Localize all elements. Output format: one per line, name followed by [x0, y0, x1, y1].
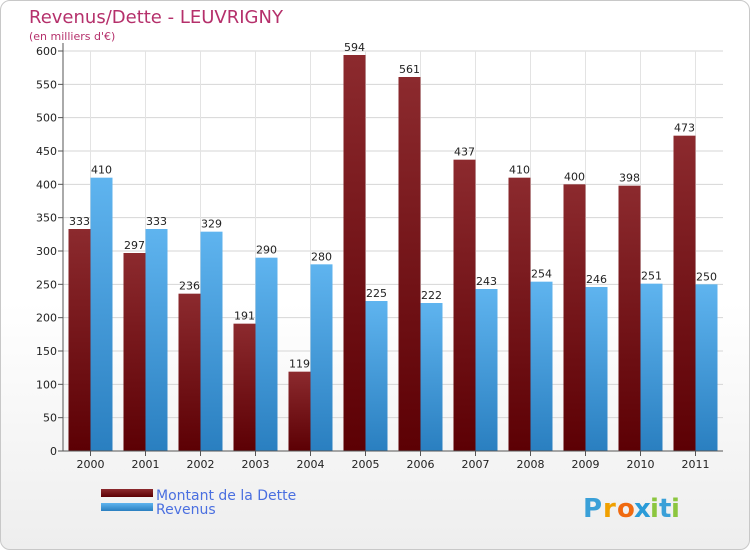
- data-label-debt: 410: [509, 164, 530, 177]
- bar-debt: [343, 55, 366, 451]
- x-tick-label: 2000: [77, 458, 105, 471]
- bar-revenus: [310, 264, 333, 451]
- data-label-revenus: 246: [586, 273, 607, 286]
- data-label-debt: 333: [69, 215, 90, 228]
- data-label-debt: 473: [674, 122, 695, 135]
- bar-revenus: [585, 287, 608, 451]
- legend: Montant de la Dette Revenus: [101, 488, 296, 518]
- data-label-revenus: 251: [641, 270, 662, 283]
- data-label-debt: 400: [564, 170, 585, 183]
- legend-label-revenus: Revenus: [156, 502, 216, 518]
- data-label-debt: 437: [454, 146, 475, 159]
- data-label-revenus: 280: [311, 250, 332, 263]
- data-label-debt: 297: [124, 239, 145, 252]
- y-tick-label: 500: [36, 112, 57, 125]
- x-tick-label: 2011: [682, 458, 710, 471]
- x-tick-label: 2003: [242, 458, 270, 471]
- y-tick-label: 150: [36, 345, 57, 358]
- data-label-debt: 561: [399, 63, 420, 76]
- bar-debt: [563, 184, 586, 452]
- bar-revenus: [695, 284, 718, 451]
- y-tick-label: 300: [36, 245, 57, 258]
- logo-letter: o: [617, 494, 635, 524]
- x-tick-label: 2010: [627, 458, 655, 471]
- y-tick-label: 450: [36, 145, 57, 158]
- x-tick-label: 2005: [352, 458, 380, 471]
- data-label-revenus: 333: [146, 215, 167, 228]
- y-tick-label: 400: [36, 178, 57, 191]
- bar-debt: [123, 253, 146, 451]
- bar-debt: [178, 293, 201, 451]
- data-label-revenus: 329: [201, 218, 222, 231]
- logo-letter: x: [634, 494, 651, 524]
- bar-revenus: [365, 301, 388, 451]
- bar-revenus: [255, 257, 278, 451]
- chart-subtitle: (en milliers d'€): [29, 30, 115, 43]
- y-tick-label: 100: [36, 378, 57, 391]
- logo-letter: t: [659, 494, 671, 524]
- bar-debt: [673, 135, 696, 451]
- bar-debt: [68, 229, 91, 451]
- data-label-debt: 191: [234, 310, 255, 323]
- data-label-revenus: 410: [91, 164, 112, 177]
- bar-revenus: [420, 303, 443, 451]
- data-label-debt: 119: [289, 358, 310, 371]
- bar-debt: [508, 177, 531, 451]
- bar-revenus: [475, 289, 498, 451]
- bar-revenus: [90, 177, 113, 451]
- logo-letter: r: [603, 494, 616, 524]
- x-tick-label: 2002: [187, 458, 215, 471]
- logo-letter: i: [671, 494, 680, 524]
- logo-letter: P: [583, 494, 602, 524]
- data-label-revenus: 254: [531, 268, 552, 281]
- legend-label-debt: Montant de la Dette: [156, 488, 296, 504]
- y-tick-label: 250: [36, 278, 57, 291]
- x-tick-label: 2007: [462, 458, 490, 471]
- x-tick-label: 2009: [572, 458, 600, 471]
- data-labels-layer: 3334102973332363291912901192805942255612…: [69, 41, 717, 371]
- y-tick-label: 550: [36, 78, 57, 91]
- axis-layer: 0 50 100 150 200 250 300 350 400 450 500 550 600 2000…: [36, 43, 723, 471]
- x-tick-label: 2008: [517, 458, 545, 471]
- legend-swatch-debt: [101, 489, 153, 497]
- bar-debt: [233, 323, 256, 451]
- bar-revenus: [640, 283, 663, 451]
- y-tick-label: 50: [43, 412, 57, 425]
- logo-letter: i: [650, 494, 659, 524]
- bar-revenus: [200, 231, 223, 451]
- data-label-revenus: 222: [421, 289, 442, 302]
- data-label-revenus: 250: [696, 270, 717, 283]
- x-tick-label: 2004: [297, 458, 325, 471]
- bar-debt: [618, 185, 641, 451]
- y-tick-label: 600: [36, 45, 57, 58]
- x-tick-label: 2006: [407, 458, 435, 471]
- x-tick-label: 2001: [132, 458, 160, 471]
- chart-title: Revenus/Dette - LEUVRIGNY: [29, 7, 284, 28]
- y-tick-label: 200: [36, 312, 57, 325]
- bar-debt: [288, 371, 311, 451]
- y-tick-label: 350: [36, 212, 57, 225]
- bar-revenus: [145, 229, 168, 451]
- data-label-debt: 236: [179, 280, 200, 293]
- legend-swatch-revenus: [101, 503, 153, 511]
- data-label-revenus: 225: [366, 287, 387, 300]
- bar-debt: [398, 77, 421, 451]
- bars-layer: [68, 55, 718, 452]
- data-label-debt: 594: [344, 41, 365, 54]
- data-label-debt: 398: [619, 172, 640, 185]
- bar-revenus: [530, 281, 553, 451]
- bar-debt: [453, 159, 476, 451]
- data-label-revenus: 243: [476, 275, 497, 288]
- data-label-revenus: 290: [256, 244, 277, 257]
- y-tick-label: 0: [50, 445, 57, 458]
